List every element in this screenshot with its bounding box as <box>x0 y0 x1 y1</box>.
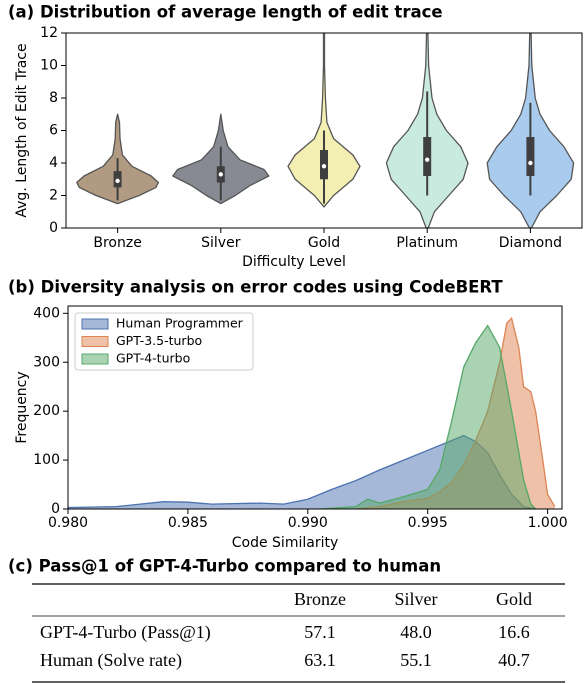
median <box>425 157 430 162</box>
violin-body <box>287 33 361 208</box>
row-label: GPT-4-Turbo (Pass@1) <box>40 622 211 643</box>
y-tick-label: 4 <box>49 155 58 171</box>
x-tick-label: Diamond <box>499 235 562 251</box>
column-header: Gold <box>496 589 532 609</box>
y-tick-label: 300 <box>33 354 60 370</box>
density-line <box>319 324 537 509</box>
plot-area <box>68 316 556 509</box>
y-tick-label: 400 <box>33 305 60 321</box>
y-tick-label: 0 <box>49 220 58 236</box>
table-cell: 40.7 <box>498 650 530 670</box>
median <box>321 164 327 169</box>
x-tick-label: Gold <box>308 235 340 251</box>
y-tick-label: 2 <box>49 188 58 204</box>
legend-swatch <box>81 336 109 347</box>
y-tick-label: 10 <box>40 58 58 74</box>
y-tick-label: 200 <box>33 403 60 419</box>
legend-swatch <box>81 318 109 330</box>
legend-label: GPT-3.5-turbo <box>116 333 202 348</box>
y-tick-label: 6 <box>49 123 58 139</box>
x-tick-label: 0.990 <box>288 515 328 531</box>
median <box>528 160 533 166</box>
plot-area <box>76 33 575 228</box>
x-tick-label: 1.000 <box>528 515 568 531</box>
x-tick-label: Bronze <box>93 235 141 251</box>
legend-box <box>74 312 254 371</box>
legend-swatch <box>81 353 109 365</box>
y-axis-label: Frequency <box>14 371 30 443</box>
column-header: Silver <box>395 589 438 609</box>
iqr-box <box>423 137 432 176</box>
column-header: Bronze <box>294 589 346 609</box>
chart-title: (a) Distribution of average length of ed… <box>8 3 443 22</box>
y-tick-label: 8 <box>49 90 58 106</box>
x-tick-label: Silver <box>201 235 241 251</box>
y-tick-label: 0 <box>51 501 60 517</box>
y-tick-label: 12 <box>40 25 58 41</box>
x-axis-label: Difficulty Level <box>242 254 346 270</box>
iqr-box <box>526 137 535 176</box>
x-tick-label: 0.980 <box>48 515 88 531</box>
density-area <box>319 325 536 509</box>
axes-frame <box>67 305 563 510</box>
table-title: (c) Pass@1 of GPT-4-Turbo compared to hu… <box>8 557 441 576</box>
table-cell: 63.1 <box>304 650 336 670</box>
y-axis-label: Avg. Length of Edit Trace <box>14 43 30 217</box>
y-tick-label: 100 <box>33 452 60 468</box>
median <box>115 178 120 184</box>
table-cell: 57.1 <box>304 622 336 642</box>
chart-title: (b) Diversity analysis on error codes us… <box>8 278 503 297</box>
x-axis-label: Code Similarity <box>232 535 338 551</box>
axes-frame <box>65 32 583 229</box>
x-tick-label: 0.985 <box>168 515 208 531</box>
legend-label: GPT-4-turbo <box>116 351 190 366</box>
table-cell: 48.0 <box>400 622 432 642</box>
x-tick-label: Platinum <box>396 235 458 251</box>
x-tick-label: 0.995 <box>408 515 448 531</box>
table-cell: 55.1 <box>400 650 432 670</box>
density-area <box>68 435 536 509</box>
row-label: Human (Solve rate) <box>40 650 182 671</box>
legend-label: Human Programmer <box>116 316 244 331</box>
table-cell: 16.6 <box>498 622 530 642</box>
median <box>218 172 223 177</box>
